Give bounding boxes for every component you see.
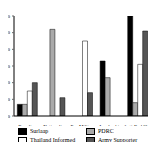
svg-text:Leadership: Leadership xyxy=(99,124,122,126)
svg-text:30: 30 xyxy=(8,64,11,69)
svg-text:Nationalism: Nationalism xyxy=(43,124,68,126)
svg-text:40: 40 xyxy=(8,47,11,52)
svg-text:20: 20 xyxy=(8,80,11,85)
html-text:Army Supporter: Army Supporter xyxy=(98,137,138,143)
svg-text:0: 0 xyxy=(8,114,11,119)
svg-text:Pro-Military: Pro-Military xyxy=(71,124,96,126)
svg-text:50: 50 xyxy=(8,30,11,35)
html-text:Thailand Informed: Thailand Informed xyxy=(30,137,76,143)
svg-text:Royalism: Royalism xyxy=(18,124,37,126)
html-text:Surlaap: Surlaap xyxy=(30,128,49,134)
svg-text:60: 60 xyxy=(8,14,11,19)
svg-text:10: 10 xyxy=(8,97,11,102)
html-text:PDRC: PDRC xyxy=(98,128,114,134)
html-text:Percentage (%): Percentage (%) xyxy=(2,1,39,7)
svg-text:Anti-Red Shirt: Anti-Red Shirt xyxy=(123,124,148,126)
